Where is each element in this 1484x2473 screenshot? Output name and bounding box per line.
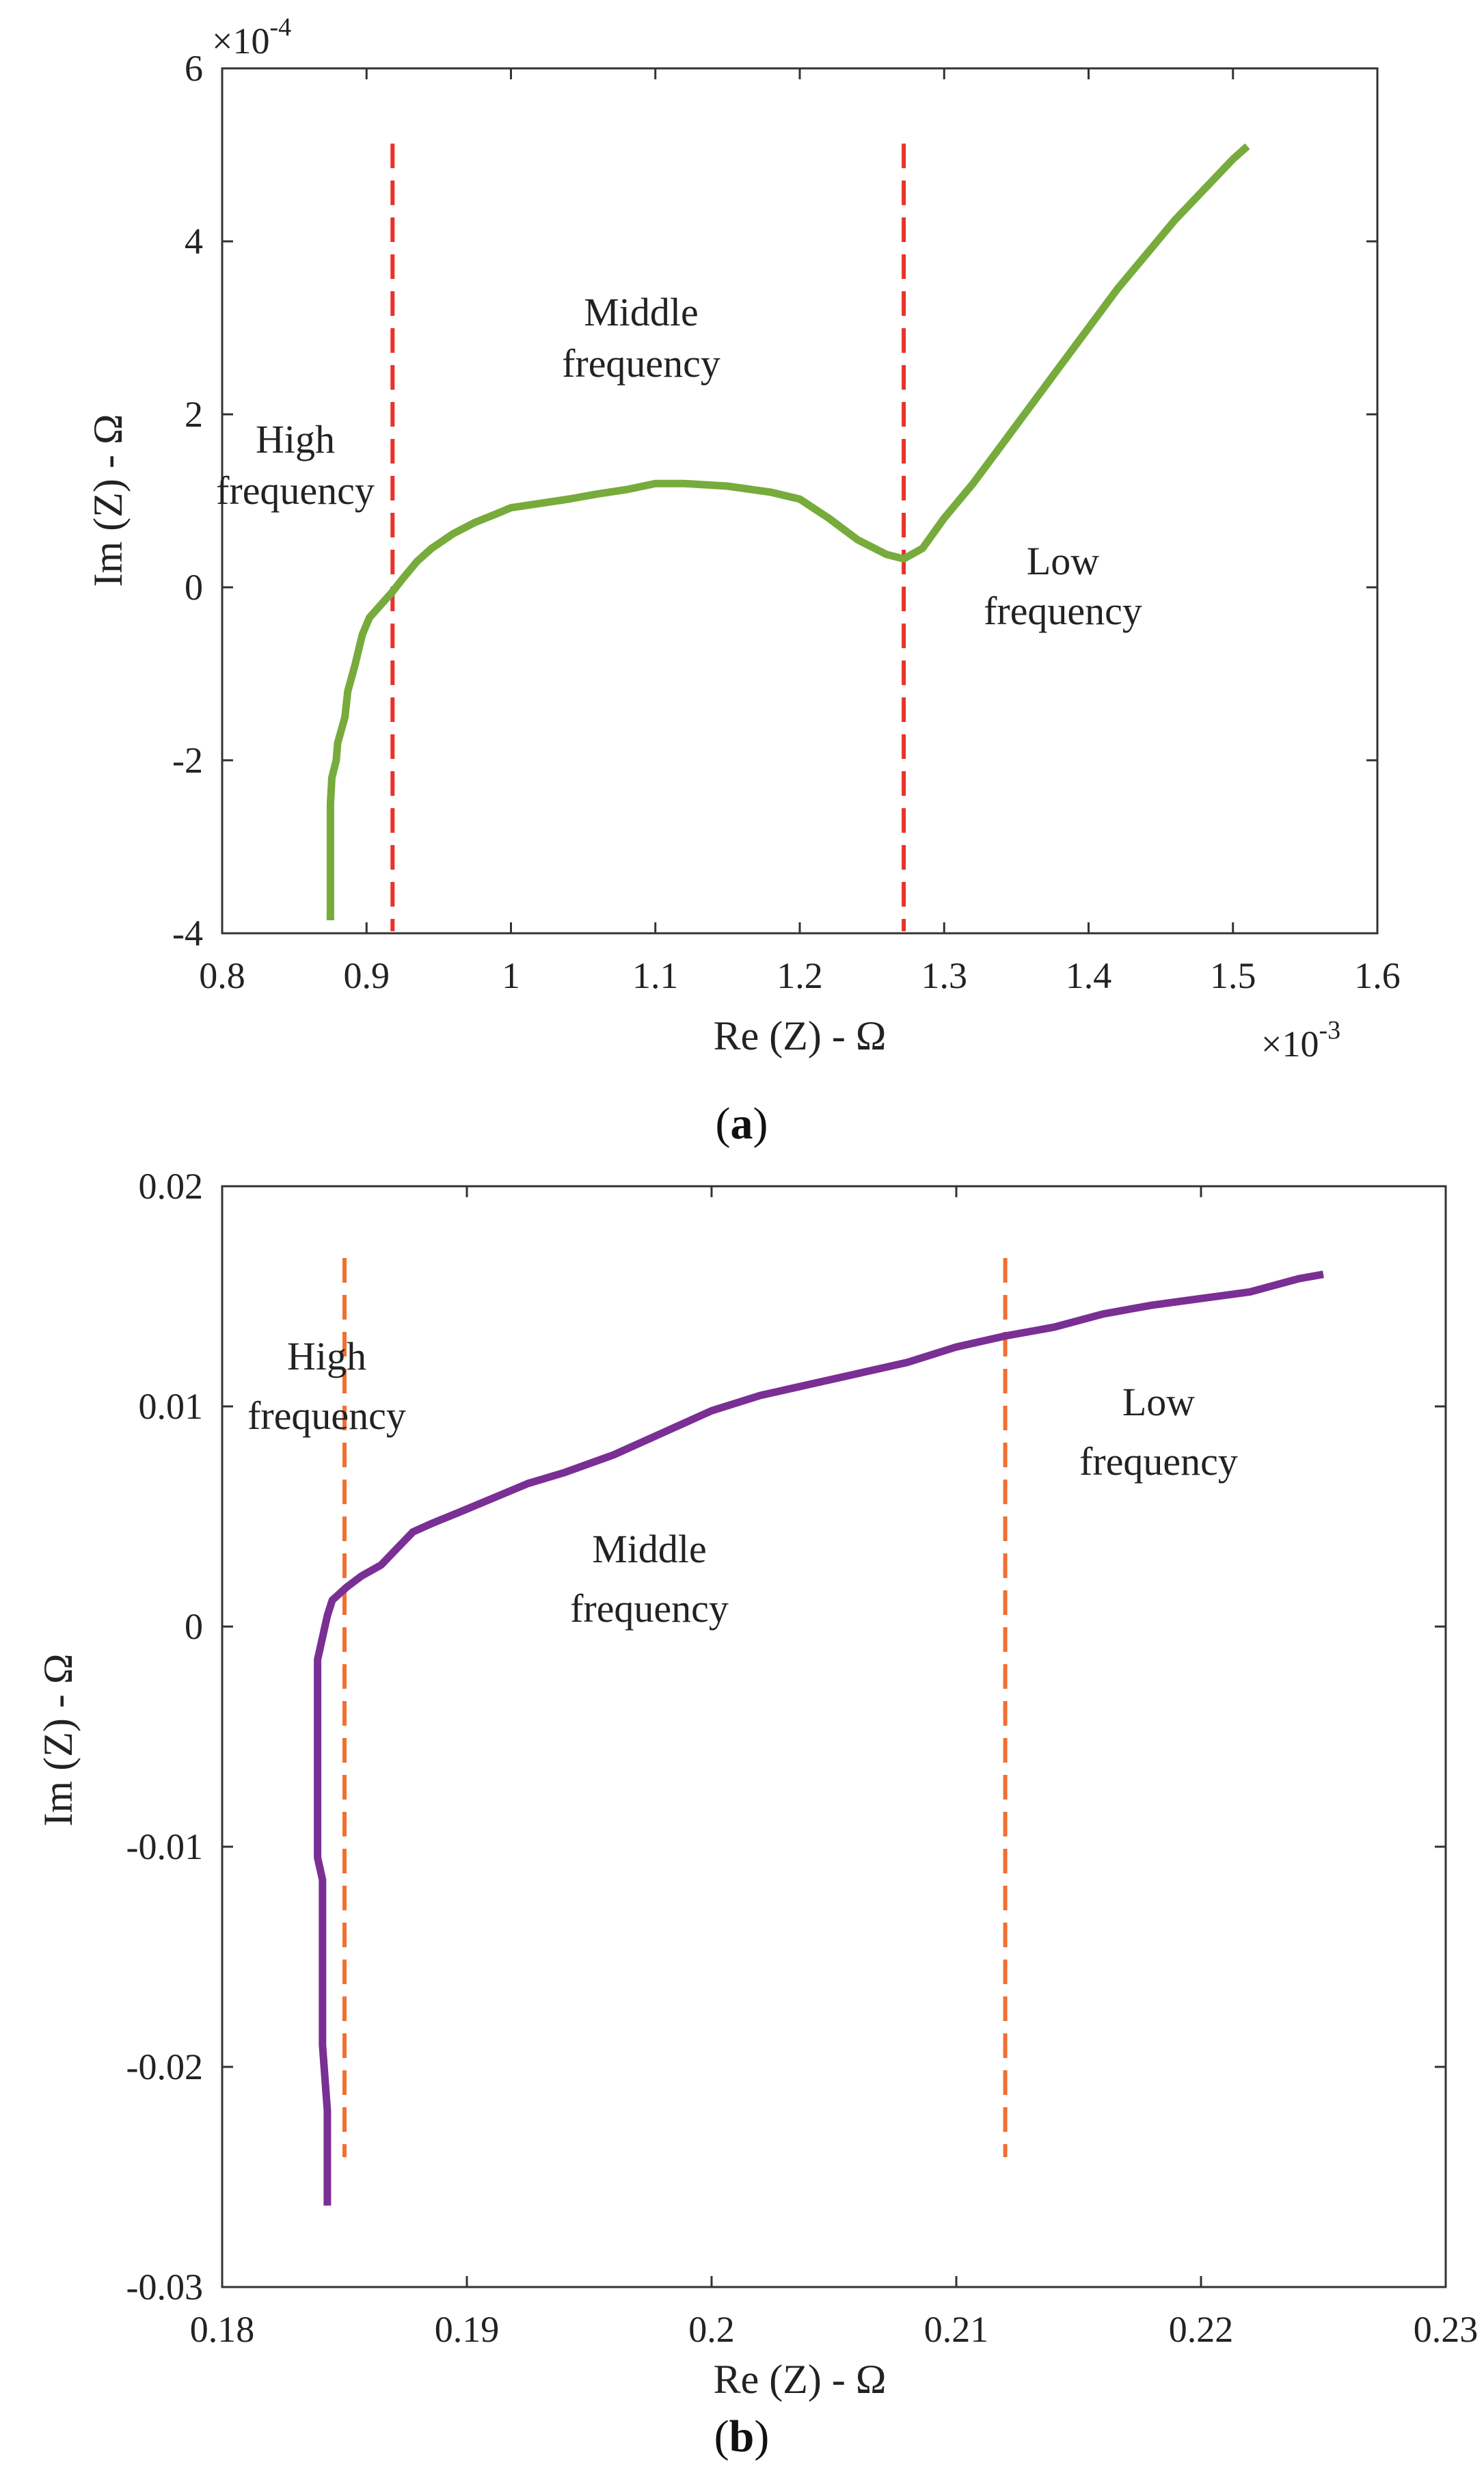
panel-a-annotation-low: Low bbox=[1027, 539, 1099, 583]
panel-b-x-tick-label: 0.2 bbox=[688, 2309, 735, 2350]
panel-b-y-ticks: -0.03 -0.02 -0.01 0 0.01 0.02 bbox=[126, 1166, 1446, 2308]
panel-b-annotation-low: Low bbox=[1122, 1380, 1195, 1424]
panel-a-x-tick-label: 1.4 bbox=[1066, 955, 1112, 996]
panel-b-x-ticks: 0.18 0.19 0.2 0.21 0.22 0.23 bbox=[190, 1186, 1479, 2350]
panel-b-y-axis-label: Im (Z) - Ω bbox=[36, 1654, 81, 1827]
panel-b-x-tick-label: 0.19 bbox=[435, 2309, 500, 2350]
panel-a-x-tick-label: 1.3 bbox=[921, 955, 968, 996]
panel-a-caption: (a) bbox=[716, 1099, 768, 1149]
panel-a-annotation-high: High bbox=[256, 417, 335, 462]
panel-b-y-tick-label: -0.01 bbox=[126, 1826, 203, 1867]
panel-a-annotation-middle-2: frequency bbox=[562, 341, 720, 386]
panel-a-annotation-high-2: frequency bbox=[216, 468, 375, 513]
panel-b-plot-frame bbox=[221, 1185, 1447, 2288]
panel-a-x-tick-label: 1.6 bbox=[1354, 955, 1401, 996]
panel-b-x-tick-label: 0.22 bbox=[1169, 2309, 1234, 2350]
panel-a-y-tick-label: 6 bbox=[185, 48, 203, 89]
panel-b-y-tick-label: 0.02 bbox=[139, 1166, 204, 1207]
panel-a-x-tick-label: 1.1 bbox=[632, 955, 679, 996]
panel-b-annotation-high-2: frequency bbox=[247, 1393, 406, 1438]
panel-a-y-tick-label: 4 bbox=[185, 221, 203, 262]
panel-b-y-tick-label: -0.02 bbox=[126, 2046, 203, 2087]
panel-b-x-tick-label: 0.23 bbox=[1414, 2309, 1479, 2350]
panel-b-series-line bbox=[314, 1270, 1324, 2206]
panel-b-region-markers bbox=[342, 1258, 1008, 2157]
panel-a-x-ticks: 0.8 0.9 1 1.1 1.2 1.3 1.4 1.5 1.6 bbox=[199, 68, 1401, 996]
panel-b-chart: 0.18 0.19 0.2 0.21 0.22 0.23 -0.03-0.02-0.010… bbox=[36, 1166, 1478, 2461]
panel-b-x-tick-label: 0.18 bbox=[190, 2309, 255, 2350]
panel-a-y-axis-label: Im (Z) - Ω bbox=[85, 414, 131, 587]
panel-a-x-axis-label: Re (Z) - Ω bbox=[714, 1013, 887, 1058]
panel-a-annotation-low-2: frequency bbox=[984, 589, 1142, 633]
panel-a-x-tick-label: 1.2 bbox=[777, 955, 823, 996]
panel-b-x-axis-label: Re (Z) - Ω bbox=[714, 2357, 887, 2402]
panel-a-y-tick-label: -2 bbox=[172, 740, 203, 781]
panel-a-x-exponent: ×10-3 bbox=[1261, 1016, 1340, 1065]
panel-b-annotation-high: High bbox=[287, 1334, 366, 1378]
panel-b-annotation-middle-2: frequency bbox=[570, 1586, 729, 1631]
panel-a-region-markers bbox=[390, 144, 906, 931]
panel-a-annotation-middle: Middle bbox=[584, 290, 699, 334]
panel-a-x-tick-label: 0.8 bbox=[199, 955, 245, 996]
panel-b-annotation-middle: Middle bbox=[592, 1527, 707, 1571]
panel-b-x-tick-label: 0.21 bbox=[924, 2309, 989, 2350]
panel-b-annotation-low-2: frequency bbox=[1079, 1439, 1238, 1484]
panel-a-y-ticks: -4 -2 0 2 4 6 bbox=[172, 48, 1377, 954]
panel-a-series bbox=[326, 143, 1250, 920]
panel-a-series-line bbox=[326, 143, 1250, 920]
panel-a-y-tick-label: 0 bbox=[185, 567, 203, 608]
panel-b-series bbox=[314, 1270, 1324, 2206]
panel-a-y-tick-label: -4 bbox=[172, 913, 203, 954]
panel-a-y-tick-label: 2 bbox=[185, 394, 203, 435]
panel-a-x-tick-label: 1.5 bbox=[1210, 955, 1256, 996]
panel-a-x-tick-label: 0.9 bbox=[344, 955, 390, 996]
panel-b-y-tick-label: 0 bbox=[185, 1606, 203, 1647]
panel-b-y-tick-label: 0.01 bbox=[139, 1386, 204, 1427]
panel-b-caption: (b) bbox=[714, 2411, 770, 2461]
panel-a-y-exponent: ×10-4 bbox=[212, 13, 291, 62]
panel-a-x-tick-label: 1 bbox=[502, 955, 520, 996]
panel-b-y-tick-label: -0.03 bbox=[126, 2267, 203, 2308]
panel-a-chart: 0.8 0.9 1 1.1 1.2 1.3 1.4 1.5 1.6 -4 -2 0 2 4 6 ×10-4… bbox=[85, 13, 1401, 1149]
